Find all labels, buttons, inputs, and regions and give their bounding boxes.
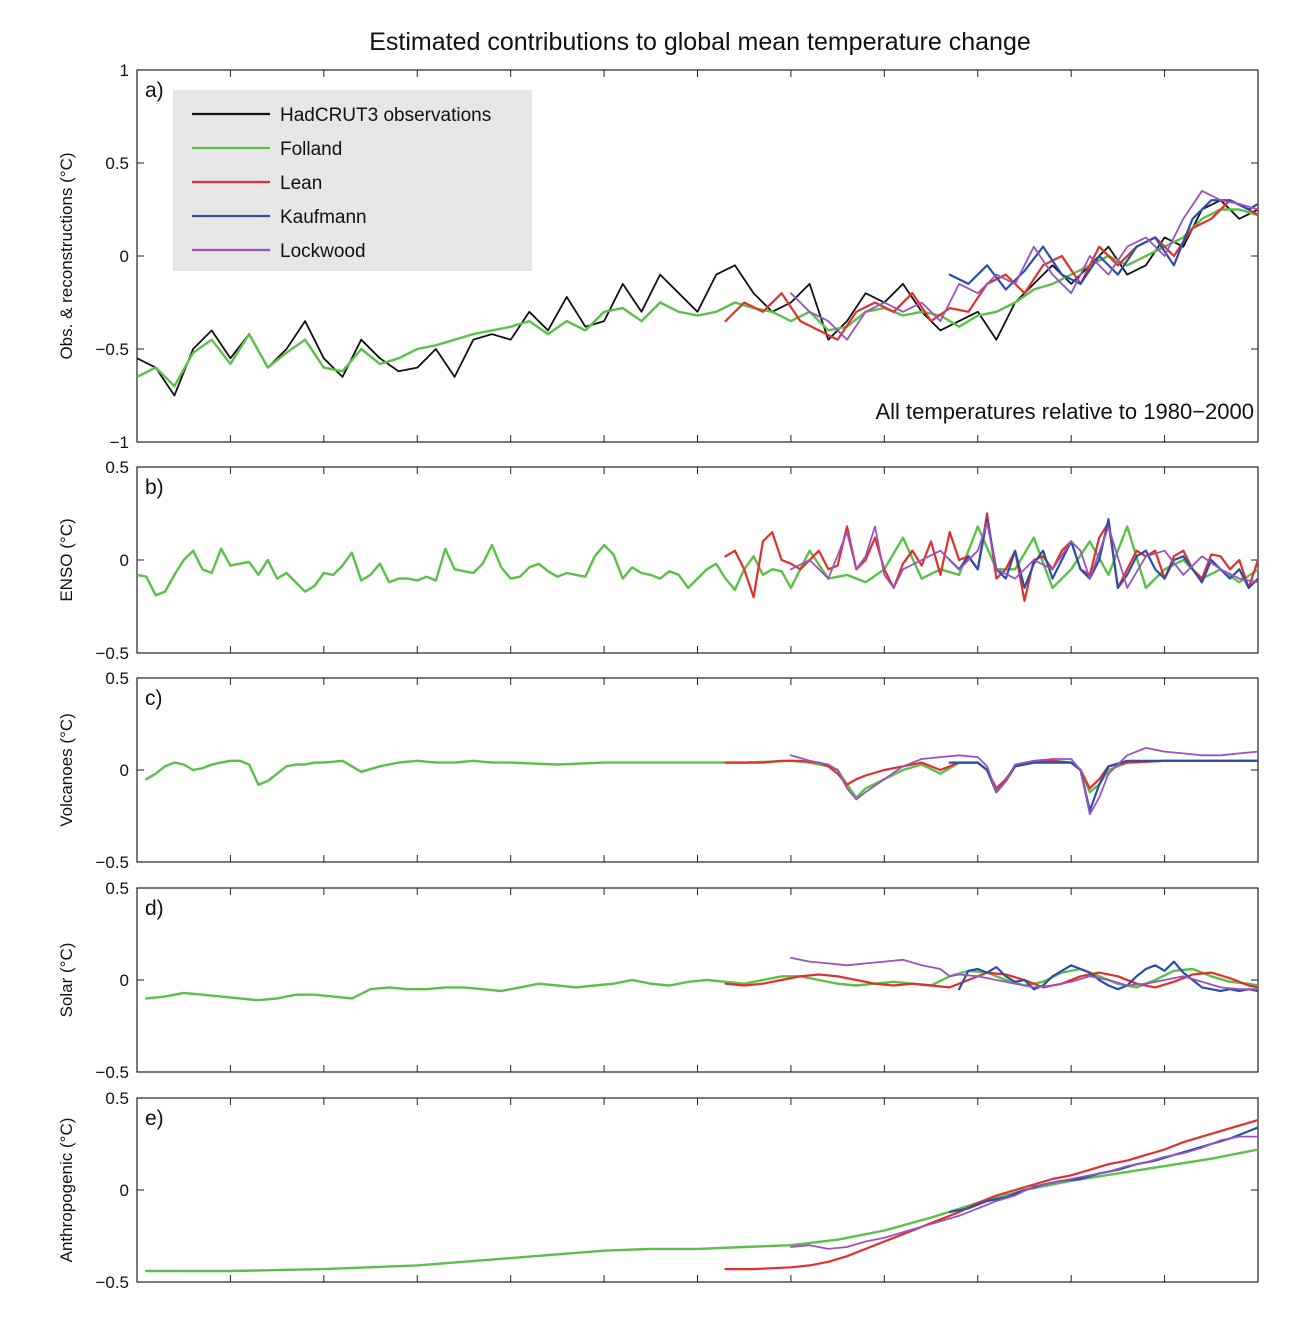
y-tick-label: 0	[120, 761, 129, 780]
legend-entry: Kaufmann	[280, 207, 367, 228]
series-line-lockwood	[790, 957, 1258, 991]
series-line-lockwood	[790, 189, 1258, 341]
series-line-lean	[724, 1118, 1258, 1271]
y-tick-label: −1	[110, 433, 129, 452]
series-line-lockwood	[790, 521, 1258, 589]
legend-entry: Lean	[280, 173, 322, 194]
series-line-kaufmann	[948, 199, 1258, 291]
panel-b: 0.5 0 −0.5 ENSO (°C) b)	[57, 458, 1259, 663]
series-line-hadcrut3-observations	[137, 199, 1258, 397]
y-tick-label: −0.5	[95, 340, 129, 359]
y-tick-label: −0.5	[95, 1273, 129, 1292]
y-axis-label: Volcanoes (°C)	[57, 713, 76, 827]
y-axis-label: ENSO (°C)	[57, 518, 76, 601]
panel-a: 1 0.5 0 −0.5 −1 Obs. & reconstructions (°C) a)…	[57, 61, 1259, 452]
panel-c: 0.5 0 −0.5 Volcanoes (°C) c)	[57, 669, 1259, 872]
y-tick-label: 0.5	[105, 1089, 129, 1108]
y-tick-label: −0.5	[95, 853, 129, 872]
series-group	[145, 957, 1258, 1002]
series-line-lean	[724, 971, 1258, 989]
series-line-kaufmann	[948, 759, 1258, 812]
series-line-folland	[137, 208, 1258, 388]
panel-letter: a)	[145, 79, 164, 102]
series-group	[137, 189, 1258, 397]
panel-letter: d)	[145, 897, 164, 920]
panel-letter: b)	[145, 476, 164, 499]
series-group	[145, 1118, 1258, 1273]
panel-frame	[136, 466, 1259, 654]
y-tick-label: 0.5	[105, 458, 129, 477]
panel-letter: e)	[145, 1107, 164, 1130]
y-axis-label: Obs. & reconstructions (°C)	[57, 152, 76, 359]
panel-frame	[136, 1097, 1259, 1283]
legend-box	[173, 90, 532, 271]
series-line-lockwood	[790, 747, 1258, 816]
series-line-folland	[145, 1148, 1258, 1273]
y-tick-label: 0	[120, 971, 129, 990]
legend-entry: HadCRUT3 observations	[280, 105, 491, 126]
y-tick-label: −0.5	[95, 644, 129, 663]
series-line-lean	[724, 199, 1258, 341]
legend-entry: Lockwood	[280, 241, 366, 262]
panel-d: 0.5 0 −0.5 Solar (°C) d)	[57, 879, 1259, 1082]
panel-letter: c)	[145, 687, 163, 710]
y-tick-label: 0	[120, 1181, 129, 1200]
panel-frame	[136, 677, 1259, 863]
legend-entry: Folland	[280, 139, 342, 160]
y-tick-label: 0	[120, 247, 129, 266]
y-axis-label: Anthropogenic (°C)	[57, 1118, 76, 1263]
panel-e: 0.5 0 −0.5 Anthropogenic (°C) e)	[57, 1089, 1259, 1292]
series-line-kaufmann	[957, 960, 1258, 993]
y-tick-label: 0.5	[105, 879, 129, 898]
y-tick-label: 1	[120, 61, 129, 80]
series-group	[137, 512, 1258, 603]
legend: HadCRUT3 observations Folland Lean Kaufmann…	[173, 90, 532, 271]
y-axis-label: Solar (°C)	[57, 943, 76, 1018]
y-tick-label: 0.5	[105, 669, 129, 688]
y-tick-label: −0.5	[95, 1063, 129, 1082]
series-group	[145, 747, 1258, 816]
chart-title: Estimated contributions to global mean t…	[369, 28, 1031, 56]
y-tick-label: 0	[120, 551, 129, 570]
y-tick-label: 0.5	[105, 154, 129, 173]
series-line-lockwood	[790, 1135, 1258, 1250]
panel-annotation: All temperatures relative to 1980−2000	[875, 399, 1254, 424]
